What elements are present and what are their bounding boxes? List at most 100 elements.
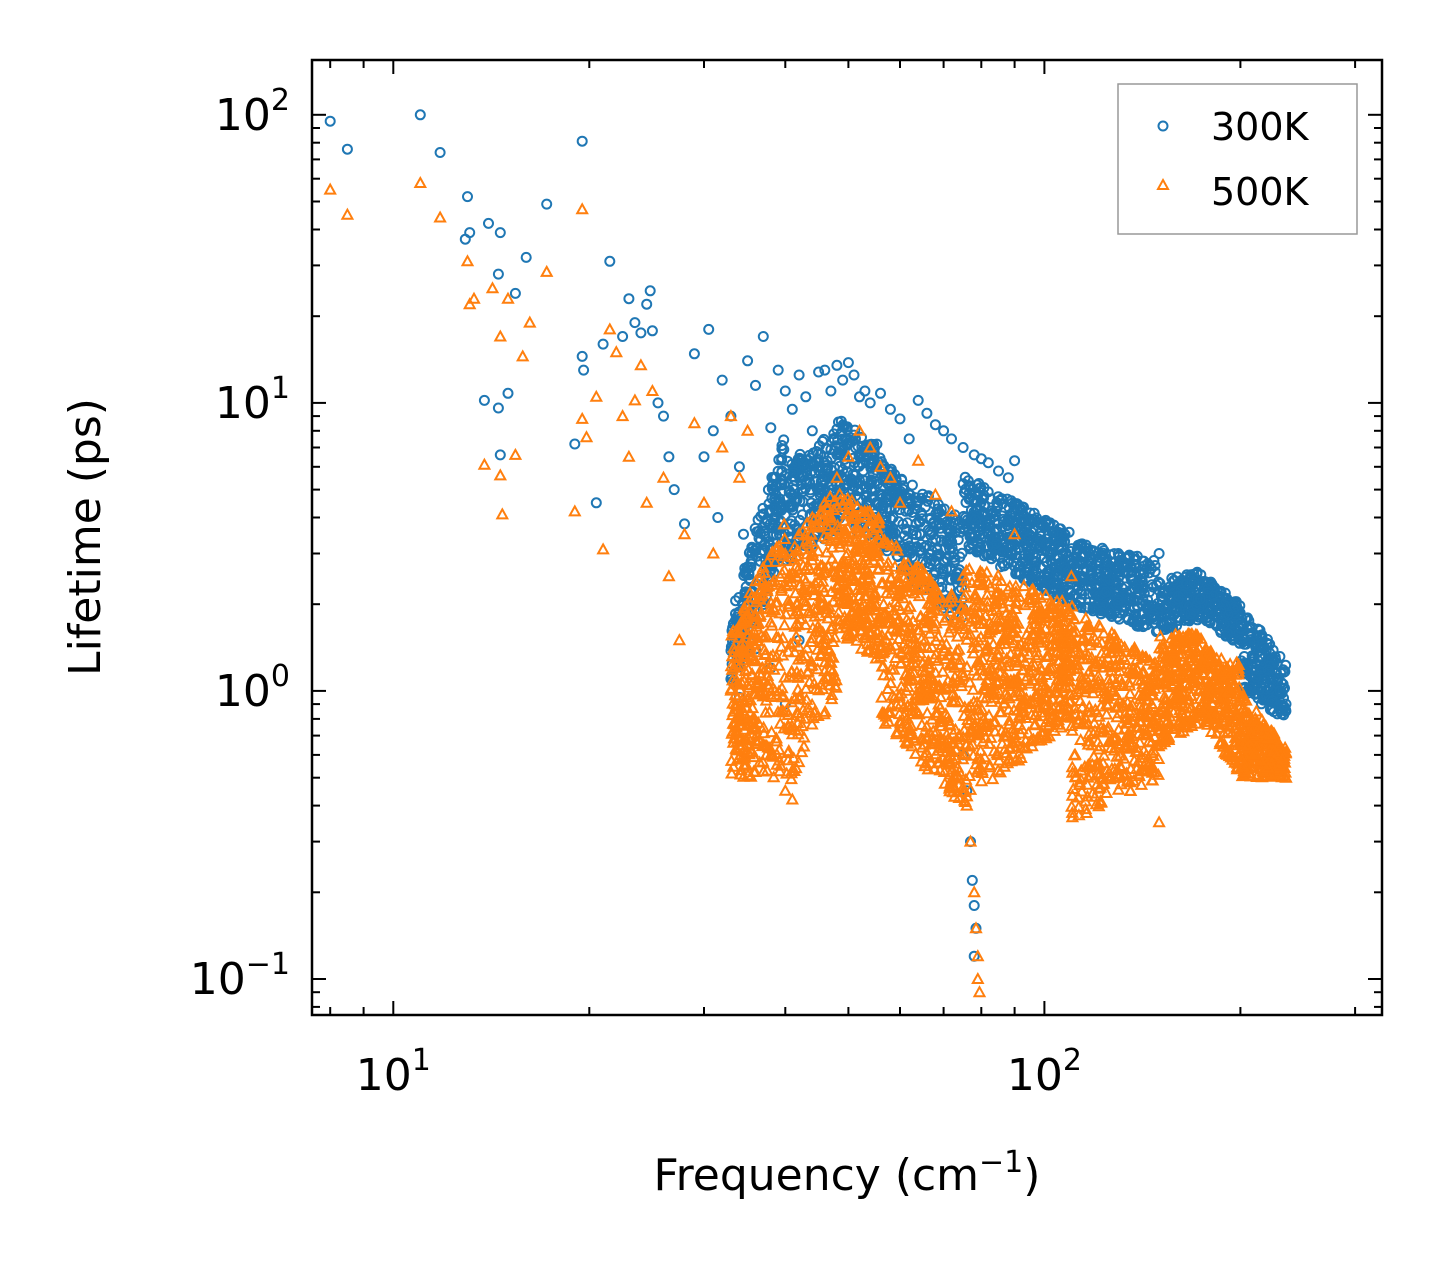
data-point-500k-2413 [825, 527, 839, 540]
data-point-300k-2074 [1100, 586, 1112, 598]
data-point-500k-2664 [779, 607, 793, 620]
data-point-500k-2551 [882, 668, 897, 681]
data-point-500k-2410 [900, 735, 914, 748]
data-point-500k-2681 [754, 589, 768, 602]
data-point-300k-2249 [772, 364, 784, 376]
data-point-500k-1431 [923, 615, 937, 628]
data-point-300k-1608 [936, 512, 948, 524]
data-point-500k-2070 [1046, 707, 1060, 720]
data-point-300k-1632 [1121, 611, 1133, 623]
data-point-500k-1849 [798, 594, 813, 607]
data-point-500k-2278 [1039, 728, 1054, 741]
data-point-500k-1850 [818, 704, 832, 717]
data-point-300k-2122 [931, 544, 943, 556]
data-point-300k-2208 [492, 268, 504, 280]
data-point-300k-2133 [1121, 560, 1133, 572]
data-point-500k-2575 [814, 646, 828, 659]
data-point-500k-2530 [837, 524, 851, 537]
data-point-500k-1785 [1154, 700, 1169, 713]
data-point-500k-2066 [956, 730, 970, 743]
data-point-300k-2144 [1250, 671, 1262, 683]
data-point-500k-2372 [1054, 720, 1068, 733]
data-point-500k-2078 [945, 590, 959, 603]
data-point-500k-2300 [764, 650, 778, 663]
data-points-layer [323, 109, 1293, 998]
data-point-500k-2306 [1094, 720, 1108, 733]
data-point-500k-2352 [777, 721, 791, 734]
data-point-500k-237 [1217, 726, 1231, 739]
data-point-500k-2577 [1094, 680, 1108, 693]
data-point-500k-1962 [790, 544, 804, 557]
data-point-500k-2608 [1234, 694, 1248, 707]
data-point-300k-1629 [960, 483, 972, 495]
data-point-500k-2194 [1071, 712, 1085, 725]
data-point-500k-2361 [725, 766, 739, 779]
data-point-500k-2486 [920, 745, 934, 758]
data-point-500k-1502 [1013, 684, 1028, 697]
data-point-500k-2353 [968, 587, 982, 600]
data-point-500k-1102 [1123, 686, 1137, 699]
data-point-500k-2387 [737, 650, 752, 663]
data-point-500k-2259 [733, 658, 747, 671]
data-point-300k-2077 [856, 458, 868, 469]
data-point-500k-1892 [920, 640, 935, 653]
data-point-300k-2197 [985, 493, 997, 505]
data-point-300k-1694 [1143, 567, 1155, 579]
data-point-500k-2642 [841, 568, 855, 581]
data-point-500k-2282 [937, 764, 952, 777]
data-point-500k-2008 [1246, 714, 1261, 727]
data-point-300k-2263 [859, 385, 871, 397]
data-point-500k-2088 [912, 569, 927, 582]
data-point-300k-2239 [707, 425, 719, 437]
data-point-300k-1961 [1186, 575, 1198, 587]
data-point-500k-2615 [1235, 754, 1250, 767]
data-point-500k-2366 [1105, 646, 1119, 659]
data-point-500k-2065 [729, 723, 743, 736]
data-point-300k-2092 [870, 475, 882, 487]
data-point-500k-1960 [813, 595, 828, 608]
data-point-500k-2560 [875, 705, 889, 718]
data-point-300k-1974 [1048, 578, 1060, 590]
data-point-500k-2297 [907, 586, 921, 599]
data-point-500k-2199 [871, 543, 885, 556]
data-point-500k-2559 [910, 639, 925, 652]
data-point-500k-2327 [978, 644, 993, 657]
data-point-500k-2675 [1002, 609, 1016, 622]
data-point-500k-2506 [1194, 631, 1208, 644]
data-point-500k-2408 [1038, 699, 1052, 712]
data-point-300k-2158 [810, 467, 821, 479]
data-point-500k-1769 [970, 599, 985, 612]
data-point-500k-2531 [986, 637, 1000, 650]
data-point-300k-2277 [982, 457, 994, 469]
data-point-500k-2432 [1045, 622, 1060, 635]
data-point-300k-2034 [1180, 578, 1192, 590]
data-point-500k-2091 [974, 774, 989, 787]
data-point-500k-2137 [1116, 649, 1130, 662]
data-point-500k-2518 [1052, 653, 1067, 666]
data-point-500k-2600 [938, 652, 953, 665]
data-point-500k-2126 [888, 559, 902, 572]
data-point-300k-2159 [996, 557, 1008, 569]
data-point-500k-2462 [806, 549, 820, 562]
data-point-500k-2651 [946, 675, 960, 688]
data-point-300k-1457 [776, 473, 788, 485]
data-point-500k-1773 [823, 489, 837, 502]
data-point-500k-2365 [1113, 672, 1127, 685]
data-point-500k-2240 [957, 708, 971, 721]
data-point-500k-2143 [918, 613, 932, 626]
data-point-300k-2246 [750, 379, 761, 391]
data-point-300k-2236 [688, 348, 700, 360]
data-point-500k-2233 [995, 692, 1009, 705]
data-point-300k-2267 [894, 413, 906, 425]
data-point-500k-2279 [1176, 724, 1190, 737]
data-point-500k-2641 [914, 632, 929, 645]
data-point-300k-1952 [1063, 572, 1075, 584]
data-point-500k-1925 [931, 653, 945, 666]
data-point-500k-2451 [1006, 689, 1021, 702]
data-point-300k-2176 [1253, 684, 1265, 696]
data-point-500k-2401 [1018, 654, 1032, 667]
data-point-500k-2193 [821, 522, 835, 535]
data-point-300k-1828 [1013, 501, 1025, 513]
data-point-500k-2214 [898, 723, 912, 736]
data-point-500k-2260 [1230, 756, 1245, 769]
